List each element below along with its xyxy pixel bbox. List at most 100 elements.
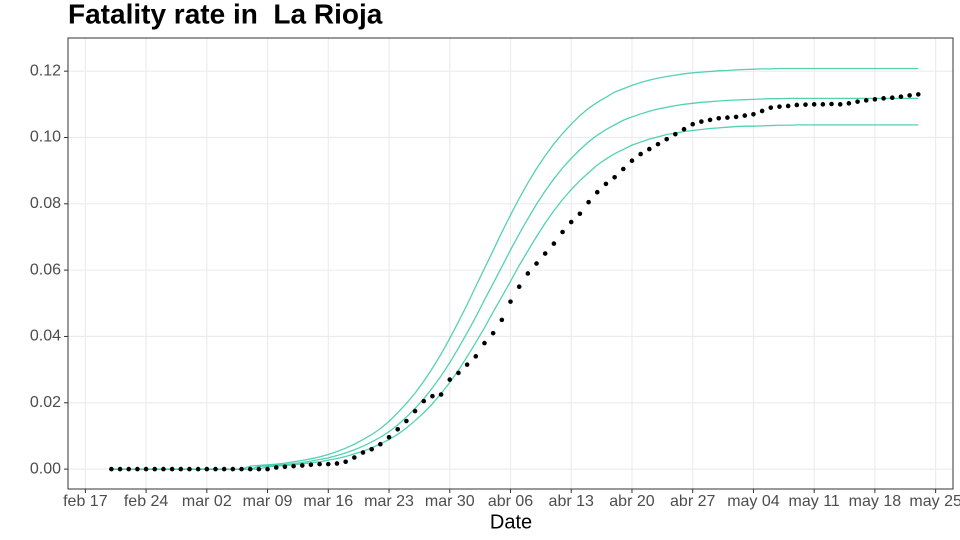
y-tick-label: 0.06	[30, 261, 61, 278]
data-point	[777, 104, 782, 109]
data-point	[447, 377, 453, 382]
x-tick-label: mar 16	[303, 493, 353, 510]
x-tick-label: may 25	[909, 493, 960, 510]
data-point	[334, 461, 340, 466]
data-point	[291, 463, 296, 469]
data-point	[325, 461, 331, 467]
data-point	[135, 466, 140, 472]
data-point	[195, 466, 201, 472]
data-point	[560, 229, 565, 235]
data-point	[673, 131, 678, 137]
data-point	[603, 181, 609, 187]
data-point	[126, 466, 132, 472]
data-point	[360, 450, 366, 455]
data-point	[230, 466, 236, 472]
y-tick-label: 0.12	[30, 62, 61, 79]
x-axis-title: Date	[490, 511, 532, 533]
data-point	[273, 465, 279, 470]
data-point	[664, 136, 669, 142]
data-point	[638, 151, 643, 157]
x-tick-label: abr 06	[488, 493, 533, 510]
x-tick-label: mar 23	[364, 493, 414, 510]
simulation-line	[111, 124, 919, 470]
data-point	[725, 115, 730, 120]
data-point	[343, 459, 348, 465]
data-point	[456, 370, 461, 376]
data-point	[117, 466, 123, 472]
data-point	[352, 455, 357, 460]
data-point	[239, 466, 244, 472]
data-point	[395, 427, 401, 432]
data-point	[308, 462, 314, 468]
data-point	[378, 441, 383, 447]
data-point	[915, 92, 921, 97]
data-point	[733, 114, 739, 120]
data-point	[482, 340, 487, 346]
data-point	[369, 446, 374, 452]
data-point	[863, 98, 869, 103]
data-point	[586, 199, 591, 205]
data-point	[742, 113, 748, 118]
data-point	[690, 121, 696, 127]
data-point	[221, 466, 227, 472]
data-point	[247, 466, 253, 472]
data-point	[542, 251, 548, 256]
data-point	[499, 317, 505, 323]
data-point	[794, 102, 800, 108]
data-point	[109, 466, 114, 472]
y-tick-label: 0.00	[30, 460, 61, 477]
data-point	[594, 189, 600, 195]
data-point	[759, 108, 765, 114]
data-point	[187, 466, 192, 472]
data-point	[299, 463, 305, 468]
data-point	[612, 174, 617, 180]
data-point	[681, 126, 687, 132]
data-point	[404, 418, 409, 424]
data-point	[516, 284, 522, 290]
data-point	[256, 466, 262, 472]
data-point	[143, 466, 149, 472]
data-point	[508, 299, 513, 304]
y-tick-label: 0.04	[30, 328, 61, 345]
data-point	[803, 102, 808, 107]
x-tick-label: may 11	[789, 493, 840, 510]
data-point	[889, 95, 895, 100]
y-tick-label: 0.10	[30, 129, 61, 146]
data-point	[707, 117, 713, 123]
data-point	[490, 330, 496, 336]
data-point	[846, 101, 852, 106]
x-tick-label: mar 30	[425, 493, 475, 510]
data-point	[464, 362, 470, 367]
data-point	[647, 146, 652, 152]
data-point	[317, 461, 322, 467]
y-tick-label: 0.08	[30, 195, 61, 212]
data-point	[568, 219, 574, 225]
data-point	[811, 102, 817, 107]
data-point	[169, 466, 175, 472]
x-tick-label: may 18	[849, 493, 902, 510]
data-point	[829, 101, 834, 107]
simulation-line	[111, 67, 919, 470]
data-point	[855, 99, 860, 104]
data-point	[751, 111, 756, 117]
data-point	[577, 211, 583, 217]
chart-title: Fatality rate in La Rioja	[68, 0, 383, 29]
data-point	[768, 105, 774, 110]
x-tick-label: feb 17	[63, 493, 108, 510]
x-tick-label: mar 09	[243, 493, 293, 510]
data-point	[421, 398, 427, 404]
x-tick-label: abr 20	[609, 493, 654, 510]
data-point	[837, 102, 843, 107]
x-tick-label: feb 24	[124, 493, 169, 510]
data-point	[152, 466, 158, 472]
data-point	[881, 96, 886, 101]
data-point	[898, 94, 904, 99]
data-point	[438, 392, 444, 397]
x-tick-label: mar 02	[182, 493, 232, 510]
data-point	[525, 271, 531, 276]
x-tick-label: abr 13	[549, 493, 594, 510]
x-tick-label: abr 27	[670, 493, 715, 510]
data-point	[699, 119, 704, 124]
data-point	[820, 102, 826, 107]
